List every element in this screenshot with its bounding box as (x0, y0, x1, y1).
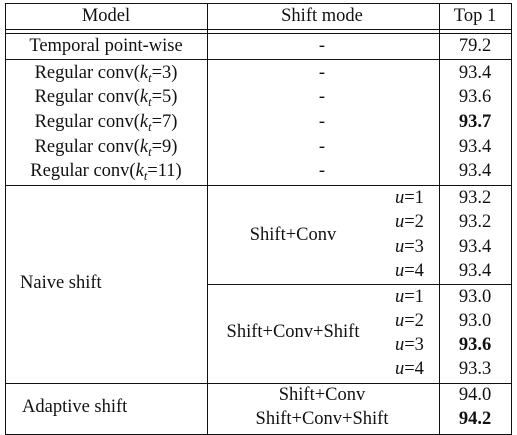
rule-section (5, 59, 512, 60)
row-model: Regular conv(kt=9) (34, 137, 178, 159)
row-model: Regular conv(kt=7) (34, 112, 178, 134)
adaptive-shift-label: Adaptive shift (22, 397, 128, 417)
row-model: Regular conv(kt=3) (34, 63, 178, 85)
u-value: u=4 (395, 359, 424, 379)
header-model: Model (81, 6, 131, 26)
rule-col2 (439, 3, 440, 435)
row-top1-best: 93.6 (458, 335, 492, 355)
rule-section (5, 383, 512, 384)
u-value: u=3 (395, 237, 424, 257)
row-model: Regular conv(kt=5) (34, 87, 178, 109)
row-top1: 93.6 (458, 87, 492, 107)
u-value: u=3 (395, 335, 424, 355)
row-model: Regular conv(kt=11) (30, 161, 182, 183)
row-mode: - (318, 87, 326, 107)
group-mode: Shift+Conv+Shift (226, 322, 360, 342)
row-model: Temporal point-wise (29, 36, 183, 56)
rule-right (511, 3, 512, 435)
rule-col1 (207, 3, 208, 435)
row-mode: - (318, 63, 326, 83)
row-top1: 93.4 (458, 137, 492, 157)
group-mode: Shift+Conv (249, 225, 337, 245)
rule-top (5, 3, 512, 4)
row-top1-best: 94.2 (458, 409, 492, 429)
row-top1: 93.4 (458, 237, 492, 257)
u-value: u=2 (395, 311, 424, 331)
row-top1: 93.0 (458, 287, 492, 307)
rule-group (207, 284, 512, 285)
row-mode: - (318, 112, 326, 132)
row-top1: 93.4 (458, 161, 492, 181)
u-value: u=4 (395, 261, 424, 281)
row-top1: 79.2 (458, 36, 492, 56)
rule-header (5, 29, 512, 30)
row-mode: - (318, 36, 326, 56)
row-mode: Shift+Conv (278, 385, 366, 405)
row-top1: 93.2 (458, 212, 492, 232)
row-mode: - (318, 137, 326, 157)
header-shift-mode: Shift mode (281, 6, 363, 26)
u-value: u=2 (395, 212, 424, 232)
rule-header-double (5, 33, 512, 34)
row-top1: 94.0 (458, 385, 492, 405)
row-top1: 93.2 (458, 188, 492, 208)
row-top1-best: 93.7 (458, 112, 492, 132)
u-value: u=1 (395, 287, 424, 307)
rule-left (5, 3, 6, 435)
row-top1: 93.0 (458, 311, 492, 331)
header-top1: Top 1 (453, 6, 497, 26)
row-top1: 93.4 (458, 261, 492, 281)
row-mode: - (318, 161, 326, 181)
naive-shift-label: Naive shift (20, 273, 102, 293)
row-mode: Shift+Conv+Shift (255, 409, 389, 429)
row-top1: 93.4 (458, 63, 492, 83)
u-value: u=1 (395, 188, 424, 208)
row-top1: 93.3 (458, 359, 492, 379)
rule-section (5, 185, 512, 186)
